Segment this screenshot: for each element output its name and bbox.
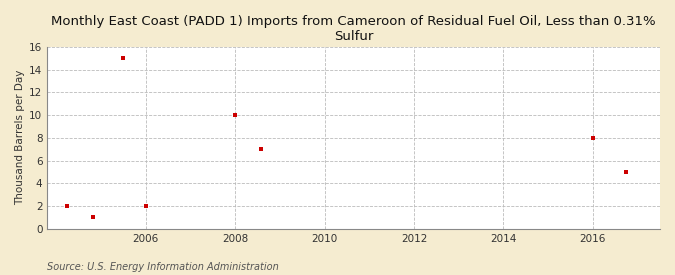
Point [256,147,267,151]
Point [621,170,632,174]
Title: Monthly East Coast (PADD 1) Imports from Cameroon of Residual Fuel Oil, Less tha: Monthly East Coast (PADD 1) Imports from… [51,15,656,43]
Text: Source: U.S. Energy Information Administration: Source: U.S. Energy Information Administ… [47,262,279,272]
Point [587,136,598,140]
Point [118,56,129,60]
Y-axis label: Thousand Barrels per Day: Thousand Barrels per Day [15,70,25,205]
Point [88,215,99,219]
Point [230,113,240,117]
Point [140,204,151,208]
Point [62,204,73,208]
